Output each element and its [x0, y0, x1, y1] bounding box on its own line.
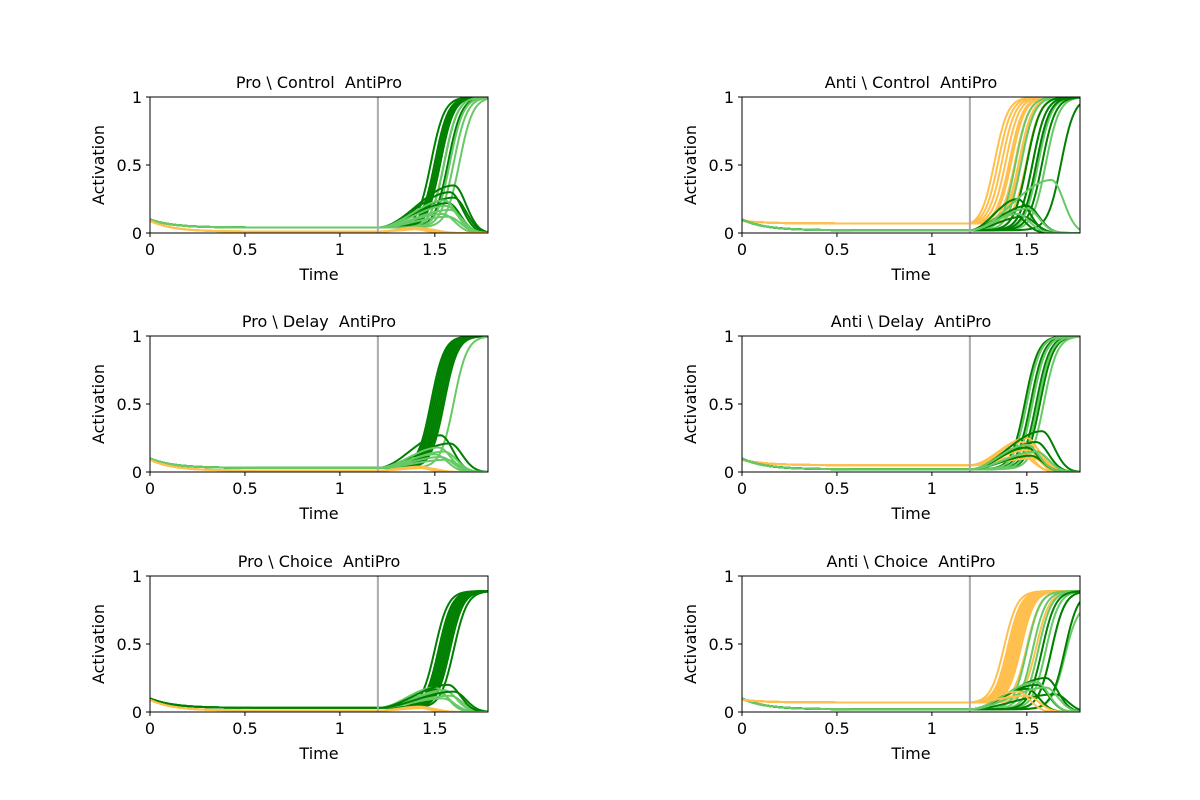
x-axis-label: Time: [890, 265, 930, 284]
x-tick-label: 0: [145, 479, 155, 498]
y-tick-label: 0.5: [117, 156, 142, 175]
plot-area: [742, 336, 1080, 472]
x-tick-label: 1: [335, 719, 345, 738]
x-tick-label: 1.5: [422, 719, 447, 738]
y-tick-label: 1: [132, 88, 142, 107]
plot-area: [150, 336, 488, 472]
y-tick-label: 0: [724, 703, 734, 722]
series-line: [742, 686, 1080, 712]
subplot-2: 0 0.5 1 1.5 0 0.5 1 Time Activation Anti \ Contro…: [681, 73, 1081, 284]
x-tick-label: 0: [145, 719, 155, 738]
x-axis-label: Time: [298, 504, 338, 523]
y-tick-label: 0: [724, 463, 734, 482]
x-tick-label: 0: [737, 719, 747, 738]
y-tick-label: 0: [132, 224, 142, 243]
x-tick-label: 0.5: [232, 719, 257, 738]
y-tick-label: 0.5: [117, 635, 142, 654]
x-tick-label: 1: [335, 479, 345, 498]
x-tick-label: 0.5: [824, 479, 849, 498]
x-tick-label: 1.5: [1014, 240, 1039, 259]
x-tick-label: 0: [737, 479, 747, 498]
x-tick-label: 0: [145, 240, 155, 259]
y-tick-label: 1: [132, 567, 142, 586]
x-tick-label: 1: [927, 479, 937, 498]
series-line: [150, 690, 488, 712]
y-tick-label: 0.5: [709, 395, 734, 414]
series-line: [742, 694, 1080, 712]
y-axis-label: Activation: [681, 125, 700, 205]
plot-area: [742, 589, 1080, 712]
plot-area: [150, 590, 488, 712]
series-line: [742, 336, 1080, 471]
series-line: [150, 219, 488, 233]
y-axis-label: Activation: [89, 604, 108, 684]
series-line: [150, 458, 488, 472]
y-tick-label: 0.5: [709, 635, 734, 654]
y-tick-label: 0: [132, 463, 142, 482]
x-tick-label: 0.5: [824, 240, 849, 259]
subplot-4: 0 0.5 1 1.5 0 0.5 1 Time Activation Anti \ Delay …: [681, 312, 1081, 523]
x-axis-label: Time: [890, 504, 930, 523]
x-tick-label: 1.5: [1014, 479, 1039, 498]
y-axis-label: Activation: [681, 364, 700, 444]
x-tick-label: 1.5: [422, 240, 447, 259]
x-axis-label: Time: [298, 265, 338, 284]
x-axis-label: Time: [298, 744, 338, 763]
y-axis-label: Activation: [89, 125, 108, 205]
x-tick-label: 1.5: [422, 479, 447, 498]
subplot-title: Anti \ Choice AntiPro: [827, 552, 996, 571]
series-line: [742, 450, 1080, 472]
x-tick-label: 1: [927, 240, 937, 259]
subplot-title: Anti \ Delay AntiPro: [831, 312, 992, 331]
x-tick-label: 1.5: [1014, 719, 1039, 738]
subplot-title: Pro \ Delay AntiPro: [242, 312, 396, 331]
y-tick-label: 1: [132, 327, 142, 346]
subplot-6: 0 0.5 1 1.5 0 0.5 1 Time Activation Anti \ Choice…: [681, 552, 1081, 763]
subplot-3: 0 0.5 1 1.5 0 0.5 1 Time Activation Pro \ Delay A…: [89, 312, 489, 523]
subplot-1: 0 0.5 1 1.5 0 0.5 1 Time Activation Pro \ Control…: [89, 73, 489, 284]
subplot-title: Anti \ Control AntiPro: [825, 73, 998, 92]
y-axis-label: Activation: [681, 604, 700, 684]
subplot-title: Pro \ Choice AntiPro: [238, 552, 401, 571]
x-tick-label: 0.5: [824, 719, 849, 738]
y-tick-label: 1: [724, 327, 734, 346]
x-tick-label: 1: [335, 240, 345, 259]
x-axis-label: Time: [890, 744, 930, 763]
y-tick-label: 0.5: [709, 156, 734, 175]
series-line: [150, 457, 488, 472]
y-tick-label: 0: [132, 703, 142, 722]
subplot-5: 0 0.5 1 1.5 0 0.5 1 Time Activation Pro \ Choice …: [89, 552, 489, 763]
y-axis-label: Activation: [89, 364, 108, 444]
y-tick-label: 0: [724, 224, 734, 243]
series-line: [742, 457, 1080, 472]
plot-area: [150, 97, 488, 233]
series-line: [150, 698, 488, 712]
x-tick-label: 0: [737, 240, 747, 259]
subplot-title: Pro \ Control AntiPro: [236, 73, 402, 92]
y-tick-label: 1: [724, 567, 734, 586]
x-tick-label: 0.5: [232, 479, 257, 498]
y-tick-label: 1: [724, 88, 734, 107]
plot-area: [742, 97, 1080, 233]
x-tick-label: 1: [927, 719, 937, 738]
series-line: [150, 215, 488, 233]
series-line: [742, 212, 1080, 233]
y-tick-label: 0.5: [117, 395, 142, 414]
x-tick-label: 0.5: [232, 240, 257, 259]
